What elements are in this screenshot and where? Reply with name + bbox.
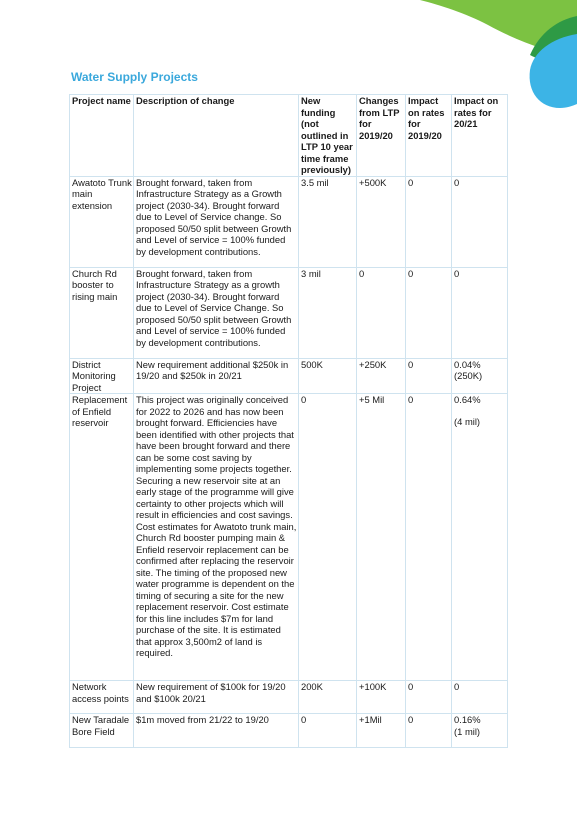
table-row: Awatoto Trunk main extension Brought for… — [69, 175, 508, 268]
impact-2021-amount: (4 mil) — [454, 415, 481, 427]
impact-2021-cell: 0 — [451, 266, 508, 359]
project-name-cell: Church Rd booster to rising main — [69, 266, 134, 359]
impact-1920-cell: 0 — [405, 266, 452, 359]
impact-1920-cell: 0 — [405, 713, 452, 748]
impact-2021-value: 0.64% — [454, 394, 481, 406]
description-cell: Brought forward, taken from Infrastructu… — [133, 175, 299, 268]
new-funding-cell: 200K — [298, 680, 357, 714]
project-name-cell: District Monitoring Project — [69, 357, 134, 394]
header-description: Description of change — [133, 94, 299, 177]
impact-1920-cell: 0 — [405, 680, 452, 714]
impact-2021-cell: 0 — [451, 680, 508, 714]
impact-2021-cell: 0.64% (4 mil) — [451, 393, 508, 681]
header-new-funding: New funding (not outlined in LTP 10 year… — [298, 94, 357, 177]
change-ltp-cell: +100K — [356, 680, 406, 714]
project-name-cell: Replacement of Enfield reservoir — [69, 393, 134, 681]
impact-2021-value: 0 — [454, 681, 460, 693]
impact-2021-cell: 0.04% (250K) — [451, 357, 508, 394]
description-cell: $1m moved from 21/22 to 19/20 — [133, 713, 299, 748]
new-funding-cell: 3.5 mil — [298, 175, 357, 268]
table-row: Church Rd booster to rising main Brought… — [69, 266, 508, 359]
impact-2021-value: 0 — [454, 267, 460, 279]
impact-2021-value: 0.04% — [454, 358, 481, 370]
table-row: New Taradale Bore Field $1m moved from 2… — [69, 713, 508, 748]
table-header-row: Project name Description of change New f… — [69, 94, 508, 177]
new-funding-cell: 0 — [298, 713, 357, 748]
table-row: Replacement of Enfield reservoir This pr… — [69, 393, 508, 681]
dark-green-leaf-shape — [530, 16, 577, 61]
description-cell: This project was originally conceived fo… — [133, 393, 299, 681]
change-ltp-cell: +1Mil — [356, 713, 406, 748]
impact-2021-value: 0 — [454, 176, 460, 188]
impact-1920-cell: 0 — [405, 357, 452, 394]
new-funding-cell: 500K — [298, 357, 357, 394]
description-cell: Brought forward, taken from Infrastructu… — [133, 266, 299, 359]
impact-2021-cell: 0 — [451, 175, 508, 268]
impact-2021-cell: 0.16% (1 mil) — [451, 713, 508, 748]
project-name-cell: Awatoto Trunk main extension — [69, 175, 134, 268]
change-ltp-cell: +500K — [356, 175, 406, 268]
description-cell: New requirement of $100k for 19/20 and $… — [133, 680, 299, 714]
table-row: Network access points New requirement of… — [69, 680, 508, 714]
blue-drop-shape — [529, 34, 577, 108]
change-ltp-cell: +5 Mil — [356, 393, 406, 681]
change-ltp-cell: +250K — [356, 357, 406, 394]
description-cell: New requirement additional $250k in 19/2… — [133, 357, 299, 394]
water-supply-projects-table: Project name Description of change New f… — [69, 94, 508, 748]
impact-1920-cell: 0 — [405, 393, 452, 681]
header-impact-1920: Impact on rates for 2019/20 — [405, 94, 452, 177]
project-name-cell: New Taradale Bore Field — [69, 713, 134, 748]
impact-2021-amount: (1 mil) — [454, 725, 481, 737]
header-changes-ltp: Changes from LTP for 2019/20 — [356, 94, 406, 177]
green-swoosh-shape — [420, 0, 577, 58]
page-title: Water Supply Projects — [71, 70, 198, 84]
new-funding-cell: 3 mil — [298, 266, 357, 359]
header-impact-2021: Impact on rates for 20/21 — [451, 94, 508, 177]
impact-2021-value: 0.16% — [454, 714, 481, 726]
new-funding-cell: 0 — [298, 393, 357, 681]
table-row: District Monitoring Project New requirem… — [69, 357, 508, 394]
impact-1920-cell: 0 — [405, 175, 452, 268]
header-project-name: Project name — [69, 94, 134, 177]
project-name-cell: Network access points — [69, 680, 134, 714]
change-ltp-cell: 0 — [356, 266, 406, 359]
impact-2021-amount: (250K) — [454, 370, 483, 381]
